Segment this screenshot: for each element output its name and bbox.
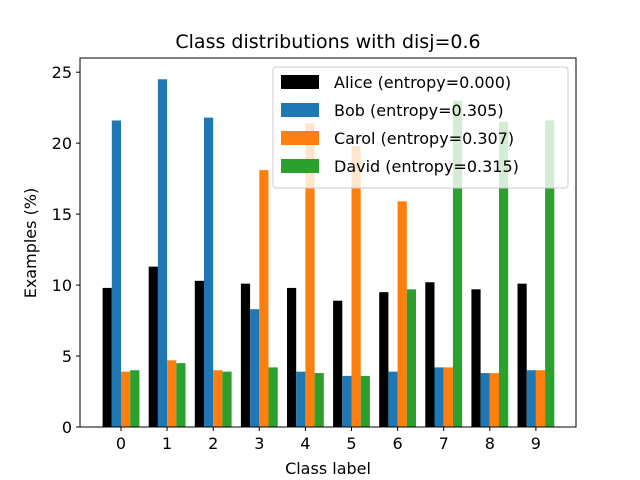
bar-series3-class2: [222, 371, 232, 427]
bar-series0-class8: [471, 289, 481, 427]
bar-series2-class1: [167, 360, 177, 427]
bars-group: [102, 79, 555, 428]
x-tick-label: 1: [162, 434, 172, 453]
bar-series0-class9: [517, 283, 527, 427]
bar-series3-class0: [130, 370, 140, 427]
x-axis-label: Class label: [285, 459, 371, 478]
bar-series0-class2: [194, 280, 204, 427]
legend-label: Alice (entropy=0.000): [334, 73, 511, 92]
legend-box: [272, 66, 569, 189]
legend-label: David (entropy=0.315): [334, 157, 519, 176]
bar-series3-class7: [452, 100, 463, 427]
x-tick-label: 9: [531, 434, 541, 453]
legend-label: Carol (entropy=0.307): [334, 129, 514, 148]
legend-label: Bob (entropy=0.305): [334, 101, 504, 120]
x-tick-label: 3: [254, 434, 264, 453]
x-tick-label: 6: [393, 434, 403, 453]
y-tick-label: 20: [52, 134, 72, 153]
bar-series0-class0: [102, 287, 112, 427]
bar-series2-class7: [443, 367, 453, 427]
y-tick-label: 15: [52, 205, 72, 224]
bar-series3-class9: [545, 120, 555, 427]
bar-series3-class4: [314, 373, 324, 427]
bar-series2-class8: [489, 373, 499, 427]
x-tick-label: 0: [116, 434, 126, 453]
x-tick-label: 7: [439, 434, 449, 453]
bar-series1-class9: [526, 370, 536, 427]
bar-series1-class0: [111, 120, 121, 427]
bar-series2-class2: [213, 370, 223, 427]
bar-series2-class4: [305, 123, 315, 427]
bar-series2-class0: [121, 371, 131, 427]
bar-series0-class1: [148, 266, 158, 427]
bar-series3-class1: [176, 363, 186, 427]
x-tick-label: 2: [208, 434, 218, 453]
bar-series1-class5: [342, 375, 352, 427]
bar-series2-class6: [397, 201, 407, 427]
legend-swatch: [281, 103, 319, 117]
bar-series2-class3: [259, 170, 269, 427]
bar-series2-class9: [535, 370, 546, 427]
plot-frame: [79, 57, 577, 428]
legend-swatch: [281, 75, 319, 89]
bar-series1-class7: [434, 367, 444, 427]
bar-series3-class3: [268, 367, 278, 427]
bar-series2-class5: [351, 145, 361, 428]
y-tick-label: 0: [62, 418, 72, 437]
chart-title: Class distributions with disj=0.6: [175, 31, 480, 53]
legend-swatch: [281, 159, 319, 173]
x-tick-label: 5: [346, 434, 356, 453]
bar-series1-class2: [204, 117, 214, 428]
bar-series3-class5: [360, 375, 370, 427]
bar-series1-class4: [296, 371, 306, 427]
bar-series0-class6: [379, 292, 389, 427]
bar-series0-class5: [333, 300, 343, 427]
x-tick-label: 8: [485, 434, 495, 453]
y-axis-label: Examples (%): [21, 188, 40, 299]
axes-group: 0 1 2 3 4 5 6 7 8 9 0 5 10 15 20 25: [52, 57, 577, 453]
bar-series0-class4: [287, 287, 297, 427]
x-tick-label: 4: [300, 434, 310, 453]
bar-series0-class3: [240, 283, 251, 427]
legend-swatch: [281, 131, 319, 145]
bar-series0-class7: [425, 282, 435, 427]
bar-series3-class6: [406, 289, 416, 427]
y-tick-label: 10: [52, 276, 72, 295]
bar-series1-class6: [388, 371, 398, 427]
bar-series1-class1: [157, 79, 168, 427]
bar-series3-class8: [499, 121, 509, 428]
bar-series1-class3: [250, 309, 260, 427]
y-tick-label: 5: [62, 347, 72, 366]
legend: Alice (entropy=0.000) Bob (entropy=0.305)…: [272, 66, 569, 189]
y-tick-label: 25: [52, 63, 72, 82]
bar-series1-class8: [480, 373, 490, 427]
